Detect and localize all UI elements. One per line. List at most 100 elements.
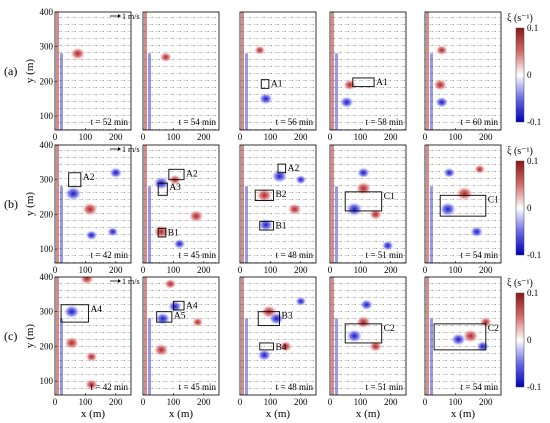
feature-label: B4 bbox=[275, 343, 286, 353]
x-tick-label: 200 bbox=[109, 397, 123, 407]
x-tick-label: 100 bbox=[264, 265, 278, 275]
shear-band-positive bbox=[426, 277, 429, 395]
x-axis-label: x (m) bbox=[266, 408, 290, 420]
negative-vortex bbox=[469, 225, 484, 238]
x-tick-label: 0 bbox=[53, 265, 58, 275]
shear-band-positive bbox=[56, 12, 59, 130]
shear-band-negative bbox=[60, 186, 63, 263]
negative-vortex bbox=[345, 328, 363, 344]
flow-panel: C1 t = 51 min 0 100 200 bbox=[328, 144, 407, 275]
feature-label: A3 bbox=[169, 183, 181, 193]
colorbar-tick-label: 0.1 bbox=[527, 23, 538, 33]
time-label: t = 42 min bbox=[91, 250, 129, 260]
positive-vortex bbox=[479, 316, 493, 328]
x-tick-label: 100 bbox=[354, 265, 368, 275]
time-label: t = 42 min bbox=[91, 382, 129, 392]
x-tick-label: 200 bbox=[109, 132, 123, 142]
y-axis-label: y (m) bbox=[24, 59, 36, 83]
shear-band-positive bbox=[241, 145, 244, 263]
panel-frame bbox=[424, 11, 502, 131]
panel-frame bbox=[54, 276, 132, 396]
y-tick-label: 100 bbox=[40, 376, 54, 386]
negative-vortex bbox=[294, 174, 307, 185]
vortex-layer bbox=[331, 277, 383, 395]
feature-label: C1 bbox=[384, 192, 395, 202]
scale-label: 1 m/s bbox=[122, 145, 140, 154]
x-tick-label: 100 bbox=[354, 397, 368, 407]
x-tick-label: 100 bbox=[264, 397, 278, 407]
vortex-layer bbox=[426, 145, 486, 263]
colorbar: ξ (s⁻¹)0.1 0 -0.1 bbox=[507, 278, 541, 392]
feature-label: A2 bbox=[288, 164, 300, 174]
flow-panel: A2 A3 B1 t = 45 min 0 100 200 bbox=[141, 144, 220, 275]
y-tick-label: 400 bbox=[40, 272, 54, 282]
feature-label: C1 bbox=[488, 195, 499, 205]
velocity-vector-field bbox=[425, 12, 501, 130]
row-label: (a) bbox=[4, 64, 17, 78]
positive-vortex bbox=[432, 78, 448, 92]
negative-vortex bbox=[294, 296, 307, 307]
negative-vortex bbox=[345, 201, 364, 217]
vortex-layer bbox=[426, 12, 449, 130]
feature-label: B1 bbox=[168, 228, 179, 238]
shear-band-positive bbox=[426, 145, 429, 263]
feature-label: A1 bbox=[271, 80, 283, 90]
colorbar-tick-label: -0.1 bbox=[527, 250, 541, 260]
colorbar-tick-label: -0.1 bbox=[527, 117, 541, 127]
x-tick-label: 0 bbox=[328, 265, 333, 275]
velocity-vector-field bbox=[240, 277, 316, 395]
vortex-layer bbox=[56, 12, 86, 130]
flow-panel: A2 t = 42 min 1 m/s 0 100 200 100 200 300 400 bbox=[40, 140, 140, 275]
negative-vortex bbox=[106, 226, 119, 237]
panel-frame bbox=[329, 11, 407, 131]
panel-frame bbox=[54, 11, 132, 131]
x-tick-label: 0 bbox=[423, 132, 428, 142]
velocity-vector-field bbox=[55, 277, 131, 395]
shear-band-negative bbox=[60, 318, 63, 395]
flow-panel: C1 t = 54 min 0 100 200 bbox=[423, 144, 502, 275]
velocity-vector-field bbox=[143, 12, 219, 130]
time-label: t = 54 min bbox=[461, 250, 499, 260]
negative-vortex bbox=[172, 238, 186, 250]
shear-band-negative bbox=[60, 53, 63, 130]
negative-vortex bbox=[434, 96, 449, 109]
x-tick-label: 100 bbox=[79, 132, 93, 142]
x-tick-label: 100 bbox=[449, 397, 463, 407]
feature-box bbox=[277, 163, 287, 174]
x-tick-label: 200 bbox=[479, 265, 493, 275]
velocity-vector-field bbox=[240, 145, 316, 263]
positive-vortex bbox=[342, 78, 357, 91]
positive-vortex bbox=[63, 336, 80, 350]
x-tick-label: 100 bbox=[449, 265, 463, 275]
y-tick-label: 400 bbox=[40, 140, 54, 150]
negative-vortex bbox=[64, 185, 83, 202]
x-tick-label: 0 bbox=[328, 132, 333, 142]
y-tick-label: 100 bbox=[40, 111, 54, 121]
negative-vortex bbox=[256, 348, 272, 362]
flow-panel: t = 54 min 0 100 200 bbox=[141, 11, 220, 142]
negative-vortex bbox=[258, 92, 274, 106]
panel-frame bbox=[142, 144, 220, 264]
feature-label: A2 bbox=[83, 173, 95, 183]
x-tick-label: 200 bbox=[384, 132, 398, 142]
feature-label: B1 bbox=[275, 221, 286, 231]
feature-box bbox=[352, 77, 375, 88]
feature-label: C2 bbox=[384, 324, 395, 334]
colorbar-label: ξ (s⁻¹) bbox=[507, 278, 533, 289]
feature-box bbox=[172, 300, 185, 311]
positive-vortex bbox=[368, 340, 383, 353]
panel-frame bbox=[239, 144, 317, 264]
shear-band-negative bbox=[335, 53, 338, 130]
feature-label: A4 bbox=[186, 301, 198, 311]
vortex-layer bbox=[331, 12, 357, 130]
x-tick-label: 0 bbox=[53, 132, 58, 142]
time-label: t = 60 min bbox=[461, 117, 499, 127]
negative-vortex bbox=[268, 311, 285, 326]
feature-box bbox=[168, 168, 185, 181]
positive-vortex bbox=[255, 188, 273, 203]
feature-label: A5 bbox=[174, 312, 186, 322]
vortex-layer bbox=[426, 277, 493, 395]
y-tick-label: 300 bbox=[40, 175, 54, 185]
flow-panel: A1 t = 58 min 0 100 200 bbox=[328, 11, 407, 142]
